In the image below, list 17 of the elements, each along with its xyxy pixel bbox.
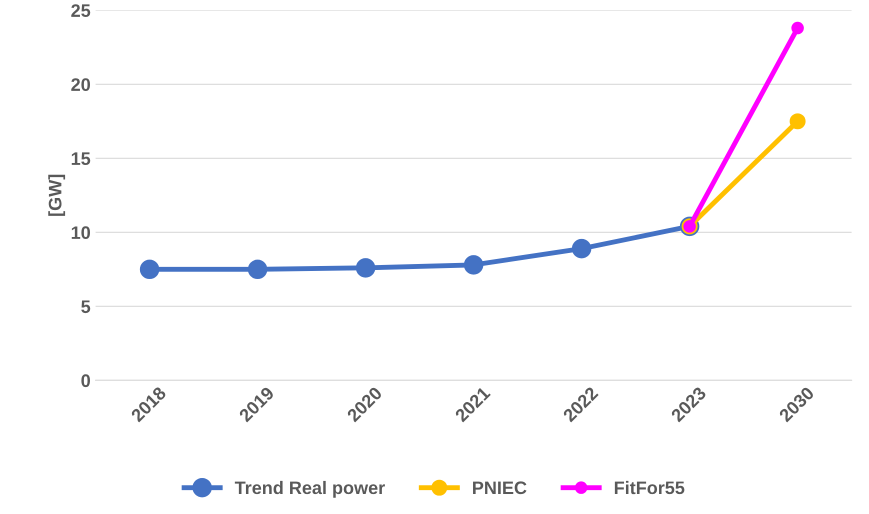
legend-label: FitFor55 (614, 480, 684, 494)
point (248, 260, 268, 280)
point (572, 238, 592, 258)
y-tick-label: 10 (72, 226, 90, 240)
point (791, 22, 804, 34)
y-axis-title: [GW] (48, 174, 66, 216)
y-tick-label: 20 (71, 78, 90, 92)
legend-label: Trend Real power (234, 480, 385, 498)
y-tick-label: 0 (81, 374, 90, 388)
y-tick-label: 5 (81, 300, 90, 314)
y-tick-label: 15 (72, 152, 90, 166)
point (356, 258, 376, 278)
point (790, 113, 806, 130)
point (464, 255, 484, 275)
point (140, 260, 160, 280)
y-tick-label: 25 (71, 4, 90, 17)
legend-label: PNIEC (473, 481, 527, 494)
